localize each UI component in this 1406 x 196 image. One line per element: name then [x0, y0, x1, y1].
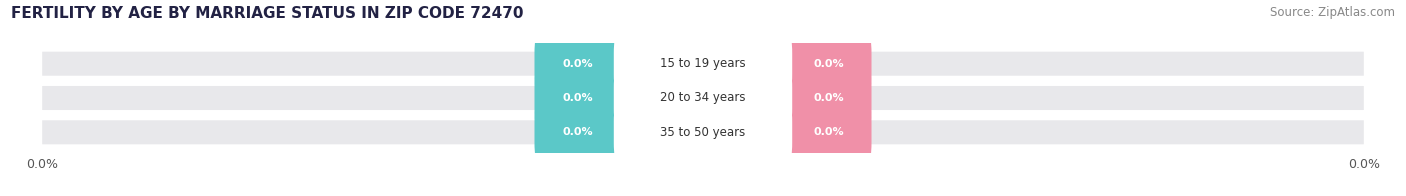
Text: 0.0%: 0.0% — [562, 93, 593, 103]
Text: 0.0%: 0.0% — [813, 127, 844, 137]
Text: 0.0%: 0.0% — [813, 59, 844, 69]
FancyBboxPatch shape — [42, 86, 1364, 110]
FancyBboxPatch shape — [786, 70, 872, 126]
Text: Source: ZipAtlas.com: Source: ZipAtlas.com — [1270, 6, 1395, 19]
FancyBboxPatch shape — [534, 104, 620, 160]
Text: 0.0%: 0.0% — [813, 93, 844, 103]
FancyBboxPatch shape — [534, 70, 620, 126]
Text: 20 to 34 years: 20 to 34 years — [661, 92, 745, 104]
Text: 0.0%: 0.0% — [562, 127, 593, 137]
Text: 0.0%: 0.0% — [562, 59, 593, 69]
FancyBboxPatch shape — [786, 104, 872, 160]
Text: FERTILITY BY AGE BY MARRIAGE STATUS IN ZIP CODE 72470: FERTILITY BY AGE BY MARRIAGE STATUS IN Z… — [11, 6, 524, 21]
Text: 35 to 50 years: 35 to 50 years — [661, 126, 745, 139]
FancyBboxPatch shape — [42, 52, 1364, 76]
FancyBboxPatch shape — [614, 36, 792, 92]
FancyBboxPatch shape — [614, 70, 792, 126]
FancyBboxPatch shape — [614, 104, 792, 160]
FancyBboxPatch shape — [786, 36, 872, 92]
Text: 15 to 19 years: 15 to 19 years — [661, 57, 745, 70]
FancyBboxPatch shape — [42, 120, 1364, 144]
FancyBboxPatch shape — [534, 36, 620, 92]
